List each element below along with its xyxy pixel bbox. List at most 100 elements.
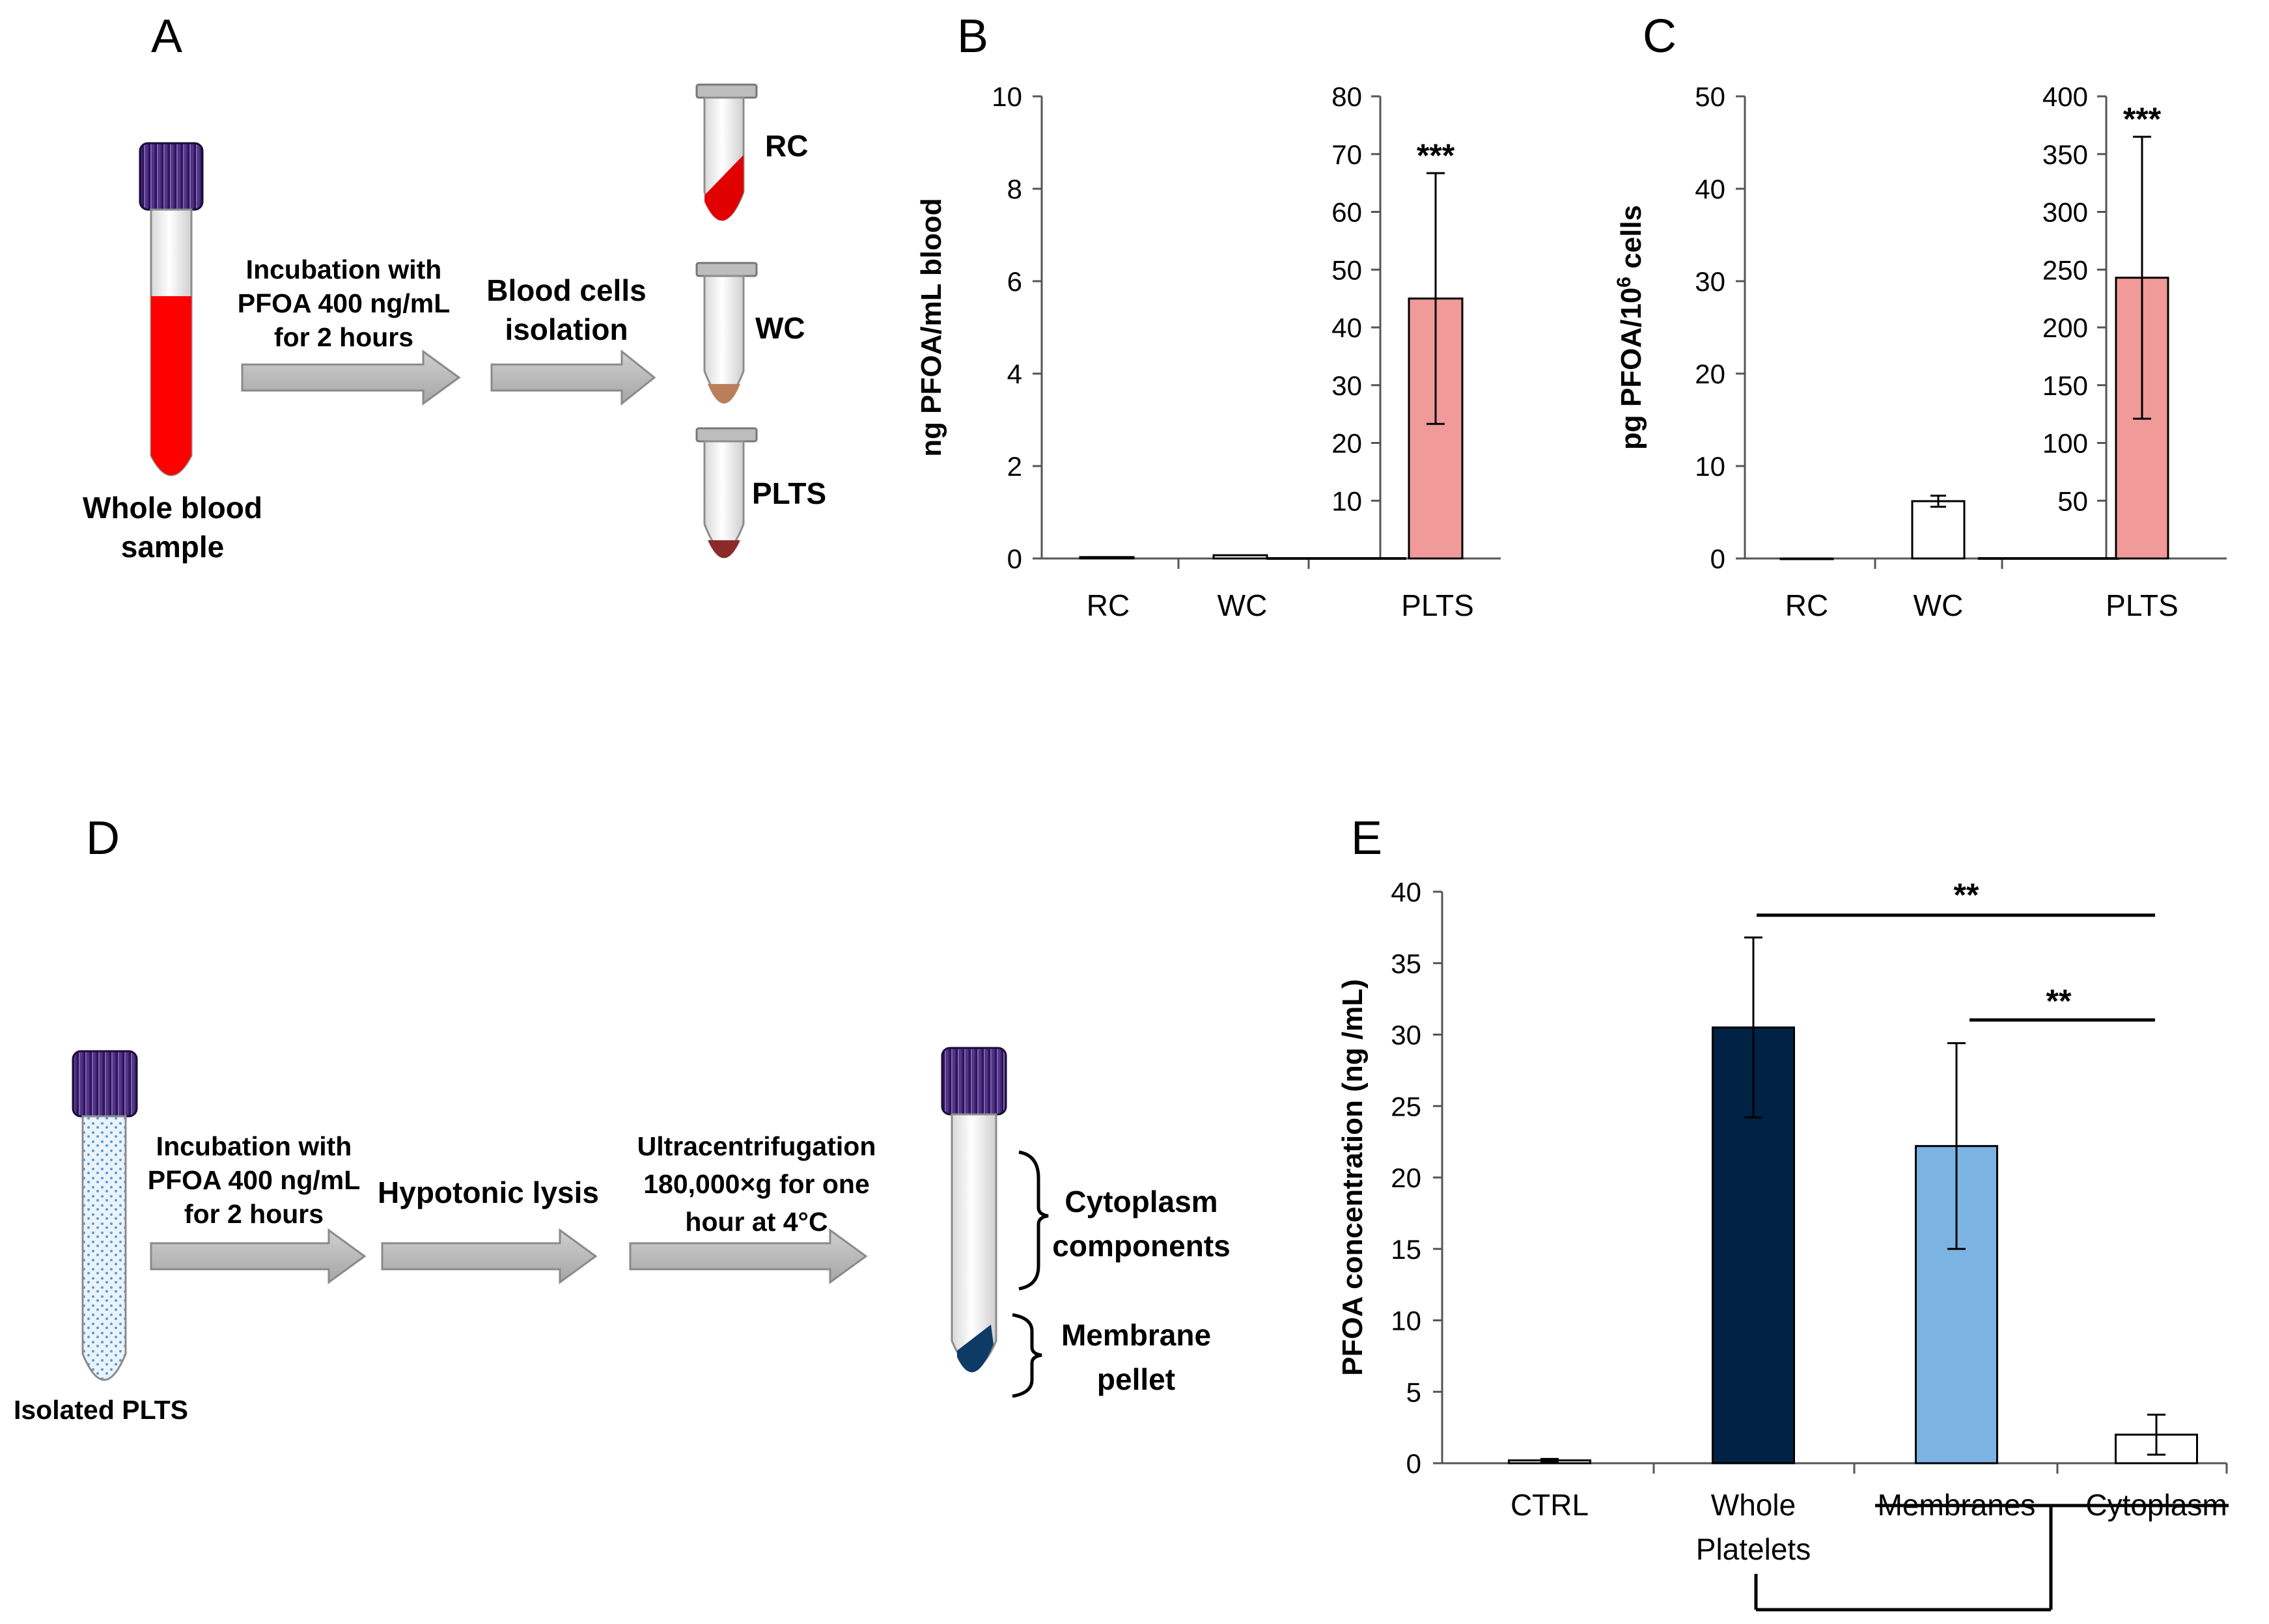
- right-tick-label: 30: [1331, 370, 1362, 401]
- y-axis-label: ng PFOA/mL blood: [915, 198, 947, 457]
- arrow-icon: [490, 349, 656, 406]
- arrow-icon: [381, 1228, 598, 1284]
- x-category-label: PLTS: [1401, 588, 1474, 622]
- chart-b: B 0 2 4 6 8 10 10 20 30 40 50 60 70 80 *** RC WC PLTS ng P…: [915, 10, 1501, 622]
- d-step3-line1: Ultracentrifugation: [637, 1131, 876, 1161]
- y-tick-label: 5: [1406, 1377, 1421, 1407]
- plts-tube-icon: [695, 427, 758, 558]
- left-tick-label: 10: [992, 81, 1022, 112]
- y-tick-label: 30: [1391, 1020, 1421, 1051]
- y-axis-label: PFOA concentration (ng /mL): [1337, 979, 1369, 1375]
- source-label-line2: sample: [121, 530, 225, 564]
- x-category-label: WC: [1218, 588, 1268, 622]
- right-tick-label: 150: [2042, 370, 2088, 401]
- right-tick-label: 50: [1331, 255, 1362, 285]
- fraction-membrane-line2: pellet: [1097, 1362, 1175, 1396]
- left-tick-label: 10: [1695, 451, 1725, 482]
- panel-d: D Isolated PLTS Incubation with PFOA 400…: [14, 812, 1231, 1425]
- right-tick-label: 350: [2042, 139, 2088, 170]
- significance-label: **: [1954, 877, 1979, 913]
- cytoplasm-brace-icon: [1018, 1150, 1049, 1291]
- right-tick-label: 60: [1331, 197, 1362, 228]
- panel-letter-a: A: [151, 10, 182, 62]
- ultracentrifuged-tube-icon: [941, 1047, 1007, 1373]
- significance-label: ***: [2123, 101, 2162, 137]
- x-category-label: RC: [1785, 588, 1828, 622]
- right-tick-label: 400: [2042, 81, 2088, 112]
- left-tick-label: 0: [1710, 544, 1725, 574]
- panel-letter-d: D: [86, 812, 120, 864]
- d-step2: Hypotonic lysis: [378, 1176, 599, 1209]
- significance-label: ***: [1417, 137, 1455, 174]
- right-tick-label: 300: [2042, 197, 2088, 228]
- left-tick-label: 30: [1695, 266, 1725, 297]
- wc-tube-icon: [695, 262, 758, 404]
- left-tick-label: 2: [1007, 451, 1022, 482]
- right-tick-label: 250: [2042, 255, 2088, 285]
- right-tick-label: 200: [2042, 312, 2088, 343]
- panel-a: A Whole blood sample Incubation with PFO…: [83, 10, 826, 564]
- y-tick-label: 20: [1391, 1163, 1421, 1193]
- membrane-brace-icon: [1012, 1313, 1042, 1398]
- tube-label-wc: WC: [755, 311, 805, 345]
- right-tick-label: 20: [1331, 428, 1362, 459]
- right-tick-label: 40: [1331, 312, 1362, 343]
- significance-label: **: [2046, 983, 2072, 1019]
- y-tick-label: 35: [1391, 948, 1421, 979]
- left-tick-label: 20: [1695, 359, 1725, 389]
- tube-label-plts: PLTS: [752, 476, 826, 510]
- bar-rc: [1779, 557, 1834, 560]
- a-step1-line1: Incubation with: [246, 255, 442, 284]
- panel-letter-b: B: [957, 10, 988, 62]
- y-axis-label: pg PFOA/106 cells: [1613, 205, 1647, 450]
- right-tick-label: 100: [2042, 428, 2088, 459]
- left-tick-label: 4: [1007, 359, 1022, 389]
- d-step3-line2: 180,000×g for one: [643, 1169, 870, 1199]
- whole-blood-tube-icon: [139, 142, 204, 476]
- right-tick-label: 80: [1331, 81, 1362, 112]
- bar-wc: [1911, 500, 1966, 560]
- a-step2-line1: Blood cells: [486, 273, 646, 307]
- arrow-icon: [629, 1228, 868, 1284]
- left-tick-label: 6: [1007, 266, 1022, 297]
- tube-label-rc: RC: [765, 129, 808, 163]
- rc-tube-icon: [695, 83, 758, 221]
- arrow-icon: [241, 350, 461, 406]
- bar-wc: [1212, 554, 1268, 560]
- a-step1-line2: PFOA 400 ng/mL: [238, 288, 451, 318]
- bar-rc: [1079, 556, 1135, 560]
- right-tick-label: 10: [1331, 486, 1362, 516]
- y-tick-label: 10: [1391, 1306, 1421, 1336]
- d-step1-line2: PFOA 400 ng/mL: [148, 1165, 361, 1195]
- x-category-label: Platelets: [1696, 1532, 1811, 1566]
- right-tick-label: 70: [1331, 139, 1362, 170]
- y-tick-label: 15: [1391, 1234, 1421, 1265]
- a-step1-line3: for 2 hours: [274, 322, 413, 352]
- chart-c: C 0 10 20 30 40 50 50 100 150 200 250 300 350 400 *** R…: [1613, 10, 2227, 622]
- fraction-cytoplasm-line2: components: [1052, 1229, 1230, 1263]
- right-tick-label: 50: [2057, 486, 2088, 516]
- x-category-label: WC: [1914, 588, 1964, 622]
- d-source-label: Isolated PLTS: [14, 1395, 188, 1425]
- source-label-line1: Whole blood: [83, 491, 262, 525]
- y-tick-label: 40: [1391, 877, 1421, 907]
- d-step3-line3: hour at 4°C: [685, 1207, 828, 1237]
- x-category-label: Whole: [1711, 1488, 1796, 1522]
- panel-letter-e: E: [1351, 812, 1382, 864]
- a-step2-line2: isolation: [505, 312, 628, 346]
- x-category-label: RC: [1087, 588, 1130, 622]
- isolated-plts-tube-icon: [72, 1050, 138, 1381]
- panel-letter-c: C: [1643, 10, 1677, 62]
- x-category-label: PLTS: [2106, 588, 2179, 622]
- fraction-cytoplasm-line1: Cytoplasm: [1065, 1185, 1218, 1218]
- d-step1-line3: for 2 hours: [184, 1199, 324, 1229]
- arrow-icon: [150, 1228, 367, 1284]
- left-tick-label: 40: [1695, 174, 1725, 204]
- y-tick-label: 25: [1391, 1091, 1421, 1122]
- y-tick-label: 0: [1406, 1448, 1421, 1479]
- d-step1-line1: Incubation with: [156, 1131, 352, 1161]
- left-tick-label: 8: [1007, 174, 1022, 204]
- left-tick-label: 50: [1695, 81, 1725, 112]
